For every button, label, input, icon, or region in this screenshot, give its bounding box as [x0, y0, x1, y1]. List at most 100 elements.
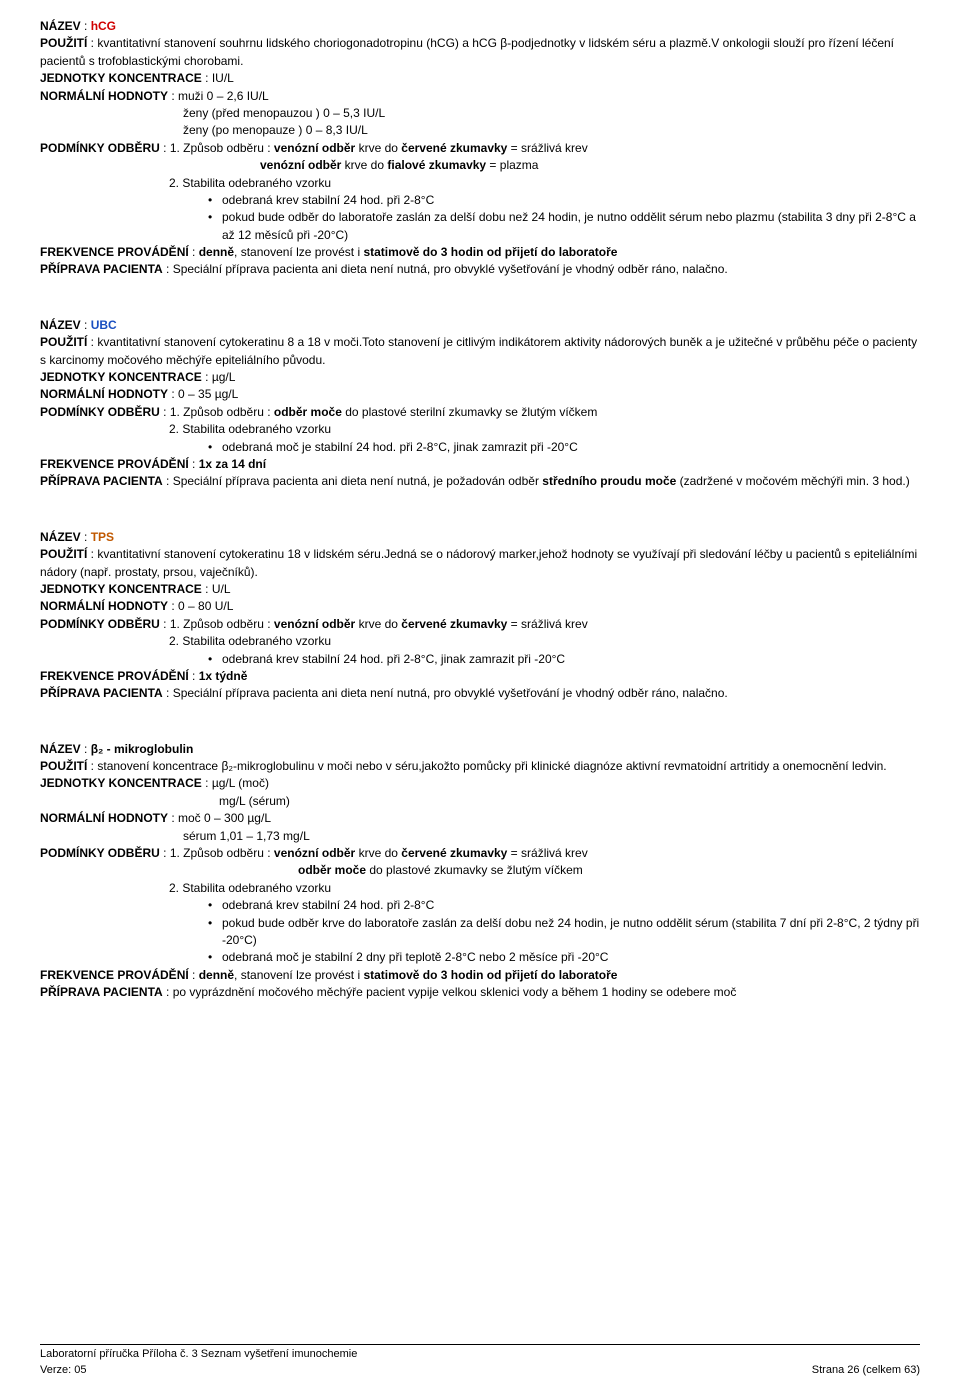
prip-text: Speciální příprava pacienta ani dieta ne… — [173, 686, 728, 700]
podm-1b: krve do — [355, 846, 401, 860]
bullet-2: pokud bude odběr krve do laboratoře zasl… — [208, 915, 920, 950]
podm-2: 2. Stabilita odebraného vzorku — [40, 175, 920, 192]
prip-label: PŘÍPRAVA PACIENTA — [40, 262, 163, 276]
normal-label: NORMÁLNÍ HODNOTY — [40, 387, 168, 401]
podm-2: 2. Stabilita odebraného vzorku — [40, 421, 920, 438]
podm-1d: = srážlivá krev — [507, 846, 587, 860]
footer-left1: Laboratorní příručka Příloha č. 3 Seznam… — [40, 1347, 357, 1363]
podm-1e: venózní odběr — [260, 158, 341, 172]
podminky-label: PODMÍNKY ODBĚRU — [40, 141, 160, 155]
normal-l1: muži 0 – 2,6 IU/L — [178, 89, 269, 103]
frekv-t1: , stanovení lze provést i — [234, 968, 363, 982]
prip-text: po vyprázdnění močového měchýře pacient … — [173, 985, 737, 999]
podm-2: 2. Stabilita odebraného vzorku — [40, 880, 920, 897]
frekv-b1: 1x týdně — [199, 669, 248, 683]
bullet-1: odebraná moč je stabilní 24 hod. při 2-8… — [208, 439, 920, 456]
nazev-label: NÁZEV — [40, 318, 81, 332]
podm-1a: venózní odběr — [274, 846, 355, 860]
podm-1g: fialové zkumavky — [387, 158, 486, 172]
podminky-label: PODMÍNKY ODBĚRU — [40, 846, 160, 860]
podm-1c: červené zkumavky — [401, 617, 507, 631]
pouziti-text: kvantitativní stanovení cytokeratinu 8 a… — [40, 335, 917, 366]
normal-l1: 0 – 35 µg/L — [178, 387, 238, 401]
jednotky-label: JEDNOTKY KONCENTRACE — [40, 71, 202, 85]
frekv-t1: , stanovení lze provést i — [234, 245, 363, 259]
bullet-3: odebraná moč je stabilní 2 dny při teplo… — [208, 949, 920, 966]
podm-1b: krve do — [355, 141, 401, 155]
frekv-label: FREKVENCE PROVÁDĚNÍ — [40, 968, 189, 982]
nazev-label: NÁZEV — [40, 742, 81, 756]
normal-l1: 0 – 80 U/L — [178, 599, 233, 613]
normal-l3: ženy (po menopauze ) 0 – 8,3 IU/L — [40, 122, 920, 139]
normal-label: NORMÁLNÍ HODNOTY — [40, 599, 168, 613]
frekv-label: FREKVENCE PROVÁDĚNÍ — [40, 457, 189, 471]
prip-text2: (zadržené v močovém měchýři min. 3 hod.) — [680, 474, 910, 488]
nazev-label: NÁZEV — [40, 530, 81, 544]
jednotky-label: JEDNOTKY KONCENTRACE — [40, 582, 202, 596]
pouziti-label: POUŽITÍ — [40, 547, 87, 561]
pouziti-text: stanovení koncentrace β₂-mikroglobulinu … — [97, 759, 886, 773]
normal-label: NORMÁLNÍ HODNOTY — [40, 811, 168, 825]
jednotky-v1: µg/L (moč) — [212, 776, 269, 790]
bullet-2: pokud bude odběr do laboratoře zaslán za… — [208, 209, 920, 244]
podm-1d: = srážlivá krev — [507, 141, 587, 155]
pouziti-label: POUŽITÍ — [40, 759, 87, 773]
podm-1h: = plazma — [486, 158, 538, 172]
podm-1f: do plastové zkumavky se žlutým víčkem — [366, 863, 583, 877]
prip-label: PŘÍPRAVA PACIENTA — [40, 985, 163, 999]
prip-label: PŘÍPRAVA PACIENTA — [40, 686, 163, 700]
podm-1e: odběr moče — [298, 863, 366, 877]
prip-text1: Speciální příprava pacienta ani dieta ne… — [173, 474, 543, 488]
footer-left2: Verze: 05 — [40, 1363, 357, 1379]
page-footer: Laboratorní příručka Příloha č. 3 Seznam… — [40, 1344, 920, 1379]
frekv-b1: 1x za 14 dní — [199, 457, 266, 471]
podm-1c: červené zkumavky — [401, 846, 507, 860]
podm-1: 1. Způsob odběru : — [170, 141, 271, 155]
prip-text: Speciální příprava pacienta ani dieta ne… — [173, 262, 728, 276]
podminky-label: PODMÍNKY ODBĚRU — [40, 405, 160, 419]
pouziti-text: kvantitativní stanovení souhrnu lidského… — [40, 36, 894, 67]
bullet-1: odebraná krev stabilní 24 hod. při 2-8°C — [208, 192, 920, 209]
podm-1c: červené zkumavky — [401, 141, 507, 155]
jednotky-v2: mg/L (sérum) — [40, 793, 920, 810]
podminky-label: PODMÍNKY ODBĚRU — [40, 617, 160, 631]
footer-right: Strana 26 (celkem 63) — [812, 1363, 920, 1379]
podm-1a: venózní odběr — [274, 141, 355, 155]
entry-b2m: NÁZEV : β₂ - mikroglobulin POUŽITÍ : sta… — [40, 741, 920, 1002]
podm-1a: odběr moče — [274, 405, 342, 419]
entry-tps: NÁZEV : TPS POUŽITÍ : kvantitativní stan… — [40, 529, 920, 703]
frekv-label: FREKVENCE PROVÁDĚNÍ — [40, 245, 189, 259]
normal-l1: moč 0 – 300 µg/L — [178, 811, 271, 825]
jednotky-label: JEDNOTKY KONCENTRACE — [40, 776, 202, 790]
nazev-value: hCG — [91, 19, 116, 33]
jednotky-value: IU/L — [212, 71, 234, 85]
frekv-label: FREKVENCE PROVÁDĚNÍ — [40, 669, 189, 683]
frekv-b1: denně — [199, 245, 234, 259]
nazev-label: NÁZEV — [40, 19, 81, 33]
podm-1a: venózní odběr — [274, 617, 355, 631]
normal-l2: ženy (před menopauzou ) 0 – 5,3 IU/L — [40, 105, 920, 122]
entry-hcg: NÁZEV : hCG POUŽITÍ : kvantitativní stan… — [40, 18, 920, 279]
podm-1b: krve do — [355, 617, 401, 631]
entry-ubc: NÁZEV : UBC POUŽITÍ : kvantitativní stan… — [40, 317, 920, 491]
frekv-b1: denně — [199, 968, 234, 982]
podm-1: 1. Způsob odběru : — [170, 617, 274, 631]
bullet-1: odebraná krev stabilní 24 hod. při 2-8°C… — [208, 651, 920, 668]
nazev-value: UBC — [91, 318, 117, 332]
nazev-value: TPS — [91, 530, 114, 544]
podm-1b: do plastové sterilní zkumavky se žlutým … — [342, 405, 597, 419]
frekv-b2: statimově do 3 hodin od přijetí do labor… — [363, 245, 617, 259]
pouziti-label: POUŽITÍ — [40, 36, 87, 50]
podm-1f: krve do — [341, 158, 387, 172]
normal-l2: sérum 1,01 – 1,73 mg/L — [40, 828, 920, 845]
jednotky-value: U/L — [212, 582, 231, 596]
podm-1d: = srážlivá krev — [507, 617, 587, 631]
pouziti-label: POUŽITÍ — [40, 335, 87, 349]
jednotky-value: µg/L — [212, 370, 236, 384]
bullet-1: odebraná krev stabilní 24 hod. při 2-8°C — [208, 897, 920, 914]
nazev-value: β₂ - mikroglobulin — [91, 742, 194, 756]
prip-label: PŘÍPRAVA PACIENTA — [40, 474, 163, 488]
frekv-b2: statimově do 3 hodin od přijetí do labor… — [363, 968, 617, 982]
jednotky-label: JEDNOTKY KONCENTRACE — [40, 370, 202, 384]
normal-label: NORMÁLNÍ HODNOTY — [40, 89, 168, 103]
